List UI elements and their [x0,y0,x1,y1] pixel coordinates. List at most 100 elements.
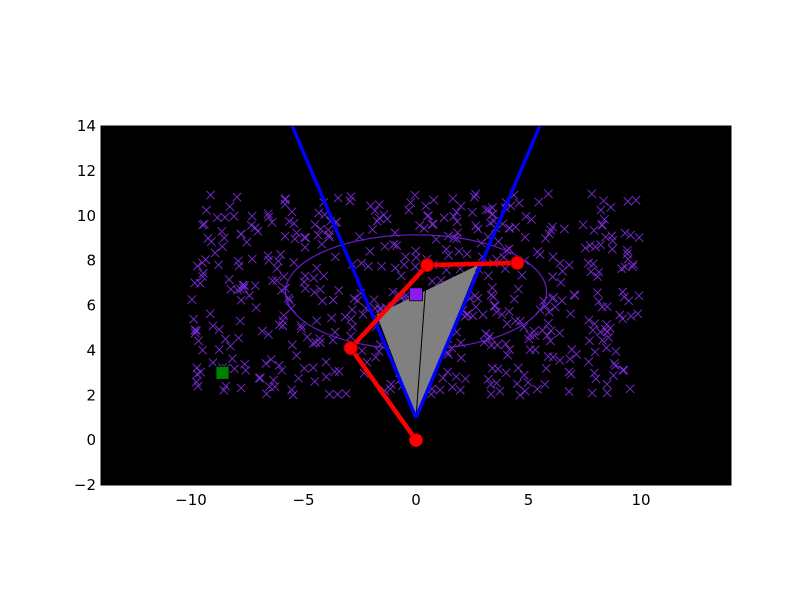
scatter-point [411,252,421,262]
scatter-point [591,374,601,384]
scatter-point [584,315,594,325]
scatter-point [276,249,286,259]
scatter-point [486,340,496,350]
scatter-point [428,219,438,229]
scatter-point [341,389,351,399]
scatter-point [198,272,208,282]
scatter-point [486,389,496,399]
robot-arm-joint [420,258,435,273]
scatter-point [580,243,590,253]
scatter-point [622,245,632,255]
scatter-point [584,336,594,346]
scatter-point [187,294,197,305]
scatter-point [299,232,310,243]
scatter-point [319,271,329,281]
x-tick-label: 5 [524,491,534,509]
scatter-point [453,228,463,238]
scatter-point [585,240,595,251]
scatter-point [540,379,550,389]
scatter-point [504,244,514,254]
scatter-point [225,341,235,351]
scatter-point [599,196,609,206]
scatter-point [607,244,617,254]
scatter-point [452,233,462,244]
scatter-point [333,193,343,203]
scatter-point [328,295,338,305]
scatter-point [213,260,224,270]
scatter-point [353,296,363,306]
plot-layer [187,126,644,448]
scatter-point [478,310,488,320]
scatter-point [523,377,533,387]
scatter-point [604,332,614,342]
scatter-point [229,211,239,221]
scatter-point [292,228,302,238]
x-tick-label: −5 [292,491,314,509]
scatter-point [293,373,304,383]
scatter-point [493,237,503,247]
scatter-point [327,313,337,323]
scatter-point [597,220,607,230]
scatter-point [519,370,529,380]
scatter-point [439,213,449,223]
scatter-point [601,232,611,242]
scatter-cloud [187,189,644,400]
scatter-point [238,283,248,293]
scatter-point [469,192,479,202]
scatter-point [263,329,273,339]
scatter-point [620,228,630,238]
scatter-point [254,373,264,383]
scatter-point [500,264,510,274]
scatter-point [549,292,559,302]
scatter-point [438,373,448,383]
y-tick-label: −2 [74,476,96,494]
scatter-point [588,259,598,269]
scatter-point [340,312,350,322]
scatter-point [597,220,607,230]
x-tick-label: 0 [411,491,421,509]
scatter-point [315,338,325,348]
scatter-point [190,328,200,338]
scatter-point [415,220,425,230]
scatter-point [253,226,263,236]
scatter-point [198,268,208,278]
scatter-point [505,345,515,355]
scatter-point [299,363,309,373]
scatter-point [392,241,402,251]
scatter-point [396,271,406,281]
scatter-point [610,361,620,371]
scatter-point [234,261,244,271]
scatter-point [631,195,641,205]
scatter-point [280,231,290,241]
scatter-point [456,201,466,211]
scatter-point [462,249,472,259]
scatter-point [317,296,327,306]
scatter-point [473,224,483,234]
scatter-point [455,385,465,395]
scatter-point [499,252,509,262]
scatter-point [277,365,287,375]
scatter-point [590,347,600,357]
scatter-point [299,277,309,287]
scatter-point [555,328,565,338]
robot-arm [348,260,518,442]
scatter-point [263,251,273,261]
scatter-point [214,345,224,355]
scatter-point [214,324,224,334]
scatter-point [509,294,519,304]
scatter-point [492,307,502,317]
y-tick-label: 8 [86,252,96,270]
scatter-point [324,230,334,240]
scatter-point [225,202,235,212]
scatter-point [431,234,441,244]
scatter-point [368,224,378,234]
scatter-point [399,260,409,270]
scatter-point [265,382,275,392]
scatter-point [382,214,392,224]
scatter-point [565,354,575,364]
scatter-point [302,332,312,342]
scatter-point [517,270,527,280]
scatter-point [541,301,551,311]
scatter-point [493,364,503,374]
